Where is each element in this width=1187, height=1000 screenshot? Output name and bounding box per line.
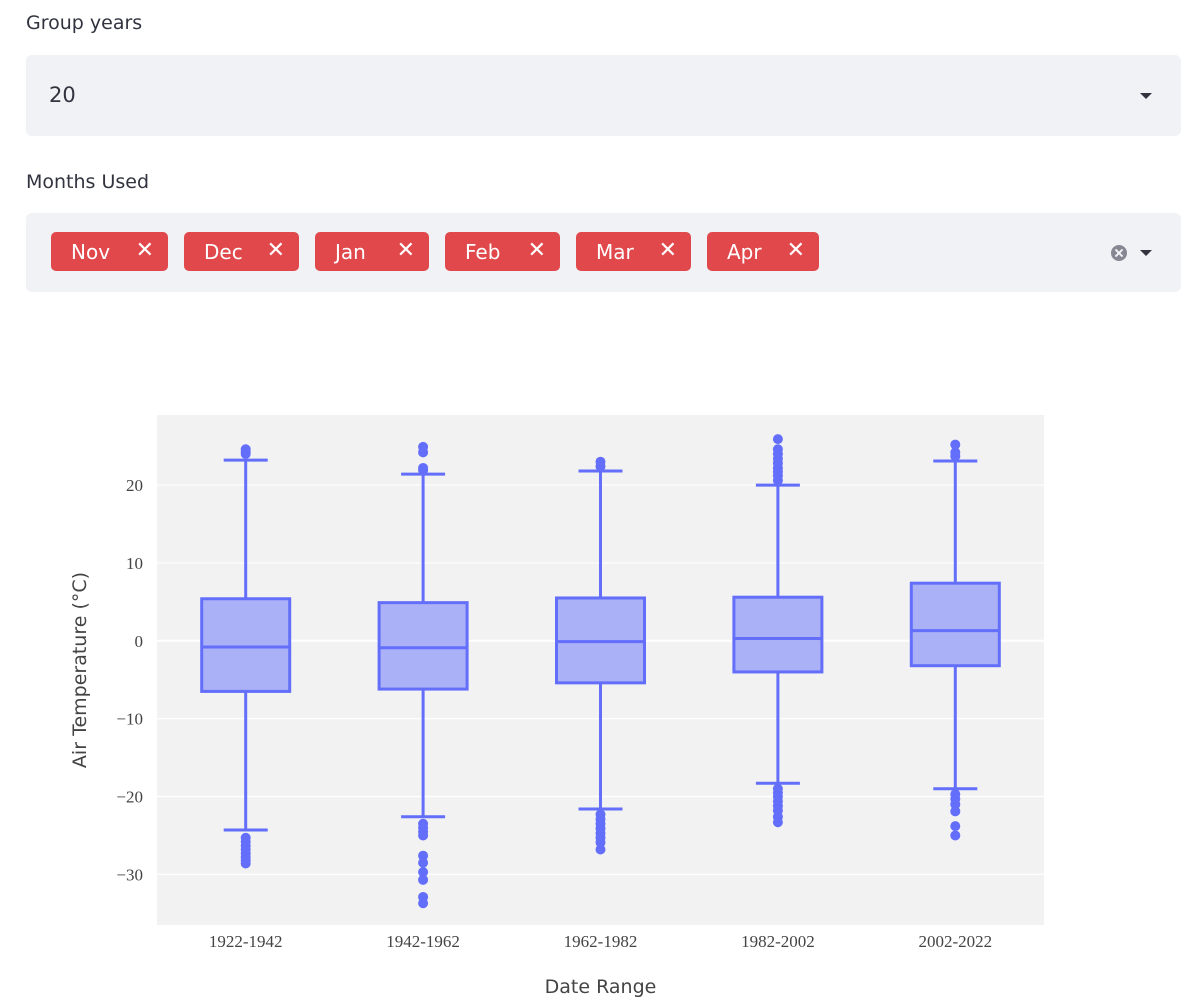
clear-all-icon[interactable] [1111, 245, 1127, 261]
box-group [909, 439, 1001, 841]
outlier-point [950, 799, 961, 810]
box-group [377, 441, 469, 909]
outlier-point [950, 821, 961, 832]
chevron-down-icon[interactable] [1140, 93, 1152, 99]
chevron-down-icon[interactable] [1140, 250, 1152, 256]
x-tick-label: 2002-2022 [918, 932, 992, 951]
box-iqr [200, 597, 292, 693]
y-tick-labels: −30 −20 −10 0 10 20 [116, 476, 143, 884]
outlier-point [772, 434, 783, 445]
month-tag-label: Dec [204, 239, 243, 264]
group-years-value: 20 [49, 83, 76, 107]
y-tick-label: 20 [126, 476, 143, 495]
outlier-point [772, 817, 783, 828]
outlier-point [240, 444, 251, 455]
x-tick-label: 1982-2002 [741, 932, 815, 951]
y-tick-label: 10 [126, 554, 143, 573]
box-plot-chart: −30 −20 −10 0 10 20 1922-1942 1942-1962 1962-19… [69, 415, 1044, 998]
months-used-label: Months Used [26, 171, 150, 193]
y-tick-label: −10 [116, 710, 143, 729]
group-years-select[interactable]: 20 [26, 55, 1181, 136]
outlier-point [950, 439, 961, 450]
outlier-point [418, 857, 429, 868]
x-tick-labels: 1922-1942 1942-1962 1962-1982 1982-2002 2002… [209, 932, 992, 951]
box-group [555, 456, 646, 855]
x-tick-label: 1922-1942 [209, 932, 283, 951]
month-tag-jan: Jan ✕ [315, 232, 429, 271]
outlier-point [950, 806, 961, 817]
box-iqr [732, 595, 824, 674]
month-tag-label: Mar [596, 239, 634, 264]
remove-tag-icon[interactable]: ✕ [527, 238, 546, 263]
month-tag-label: Apr [727, 239, 762, 264]
box-group [732, 434, 824, 828]
outlier-point [772, 444, 783, 455]
outlier-point [595, 844, 606, 855]
outlier-point [418, 850, 429, 861]
x-axis-title: Date Range [545, 976, 657, 998]
month-tag-apr: Apr ✕ [707, 232, 819, 271]
remove-tag-icon[interactable]: ✕ [658, 238, 677, 263]
remove-tag-icon[interactable]: ✕ [786, 238, 805, 263]
outlier-point [418, 441, 429, 452]
y-tick-label: 0 [135, 632, 144, 651]
month-tag-feb: Feb ✕ [445, 232, 560, 271]
outlier-point [595, 837, 606, 848]
y-tick-label: −20 [116, 788, 143, 807]
outlier-point [418, 830, 429, 841]
x-tick-label: 1962-1982 [564, 932, 638, 951]
month-tag-mar: Mar ✕ [576, 232, 691, 271]
month-tag-label: Nov [71, 239, 111, 264]
outlier-point [418, 462, 429, 473]
group-years-label: Group years [26, 12, 143, 34]
outlier-point [418, 898, 429, 909]
remove-tag-icon[interactable]: ✕ [135, 238, 154, 263]
y-axis-title: Air Temperature (°C) [69, 572, 91, 768]
month-tag-label: Jan [335, 239, 366, 264]
outlier-point [950, 447, 961, 458]
outlier-point [240, 858, 251, 869]
box-group [200, 444, 292, 869]
month-tag-nov: Nov ✕ [51, 232, 168, 271]
month-tag-dec: Dec ✕ [184, 232, 299, 271]
outlier-point [950, 830, 961, 841]
box-iqr [909, 581, 1001, 668]
x-tick-label: 1942-1962 [386, 932, 460, 951]
remove-tag-icon[interactable]: ✕ [396, 238, 415, 263]
month-tag-label: Feb [465, 239, 501, 264]
outlier-point [595, 456, 606, 467]
outlier-point [418, 874, 429, 885]
remove-tag-icon[interactable]: ✕ [266, 238, 285, 263]
outlier-point [418, 867, 429, 878]
y-tick-label: −30 [116, 865, 143, 884]
box-iqr [377, 601, 469, 691]
months-used-multiselect[interactable]: Nov ✕ Dec ✕ Jan ✕ Feb ✕ Mar ✕ Apr ✕ [26, 213, 1181, 292]
boxes [200, 434, 1001, 909]
